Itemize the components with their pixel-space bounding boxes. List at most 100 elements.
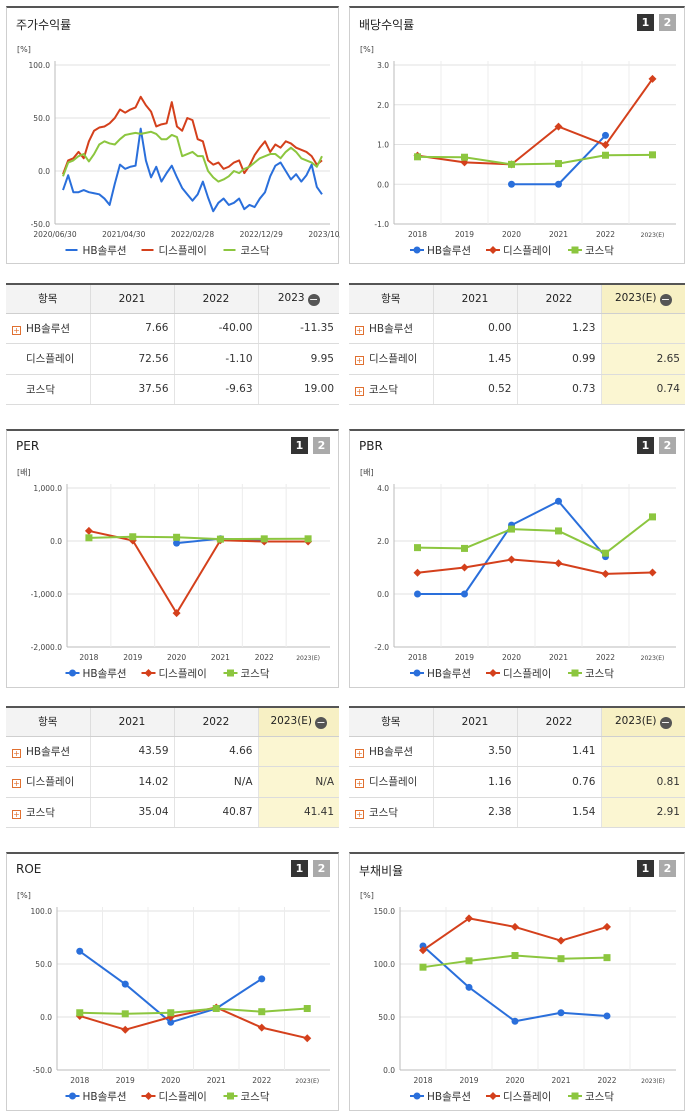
expand-icon[interactable]: + xyxy=(355,748,364,758)
legend-item-hb[interactable]: HB솔루션 xyxy=(410,668,471,680)
legend-item-kosdaq[interactable]: 코스닥 xyxy=(568,1091,614,1103)
data-point[interactable] xyxy=(601,140,610,149)
data-point[interactable] xyxy=(602,549,609,557)
legend-item-disp[interactable]: 디스플레이 xyxy=(141,245,207,257)
data-point[interactable] xyxy=(508,160,515,168)
legend-item-disp[interactable]: 디스플레이 xyxy=(486,1091,551,1103)
data-point[interactable] xyxy=(511,952,519,960)
data-point[interactable] xyxy=(167,1018,175,1026)
data-point[interactable] xyxy=(304,535,312,543)
data-point[interactable] xyxy=(557,955,565,963)
collapse-icon[interactable]: − xyxy=(659,715,672,729)
expand-icon[interactable]: + xyxy=(12,325,21,335)
expand-icon[interactable]: + xyxy=(355,386,364,396)
data-point[interactable] xyxy=(603,954,611,962)
data-point[interactable] xyxy=(557,1009,565,1017)
legend-item-hb[interactable]: HB솔루션 xyxy=(65,245,127,257)
data-point[interactable] xyxy=(258,975,266,983)
legend-item-hb[interactable]: HB솔루션 xyxy=(65,1091,127,1103)
toggle-2-button[interactable]: 2 xyxy=(313,437,330,454)
collapse-icon[interactable]: − xyxy=(659,292,672,306)
legend-item-hb[interactable]: HB솔루션 xyxy=(410,1091,471,1103)
data-point[interactable] xyxy=(555,527,562,535)
data-point[interactable] xyxy=(555,180,562,188)
expand-icon[interactable]: + xyxy=(12,809,21,819)
data-point[interactable] xyxy=(76,1009,84,1017)
data-point[interactable] xyxy=(129,533,137,541)
data-point[interactable] xyxy=(508,525,515,533)
toggle-1-button[interactable]: 1 xyxy=(291,437,308,454)
data-point[interactable] xyxy=(413,568,422,577)
data-point[interactable] xyxy=(603,1012,611,1020)
data-point[interactable] xyxy=(121,1025,130,1034)
legend-item-kosdaq[interactable]: 코스닥 xyxy=(223,668,270,680)
data-point[interactable] xyxy=(554,122,563,131)
data-point[interactable] xyxy=(172,609,181,618)
data-point[interactable] xyxy=(419,946,427,955)
data-point[interactable] xyxy=(461,544,468,552)
expand-icon[interactable]: + xyxy=(355,779,364,789)
expand-icon[interactable]: + xyxy=(12,779,21,789)
data-point[interactable] xyxy=(212,1005,220,1013)
data-point[interactable] xyxy=(419,942,427,950)
legend-item-disp[interactable]: 디스플레이 xyxy=(141,668,207,680)
data-point[interactable] xyxy=(648,568,657,577)
legend-item-disp[interactable]: 디스플레이 xyxy=(486,245,551,257)
data-point[interactable] xyxy=(84,526,93,535)
data-point[interactable] xyxy=(414,590,421,598)
toggle-2-button[interactable]: 2 xyxy=(659,14,676,31)
data-point[interactable] xyxy=(460,563,469,572)
legend-item-disp[interactable]: 디스플레이 xyxy=(141,1091,207,1103)
toggle-1-button[interactable]: 1 xyxy=(637,14,654,31)
data-point[interactable] xyxy=(419,963,427,971)
data-point[interactable] xyxy=(76,947,84,955)
data-point[interactable] xyxy=(121,1010,129,1018)
data-point[interactable] xyxy=(414,153,421,161)
legend-item-kosdaq[interactable]: 코스닥 xyxy=(568,668,614,680)
data-point[interactable] xyxy=(216,535,224,543)
data-point[interactable] xyxy=(128,536,137,545)
legend-item-hb[interactable]: HB솔루션 xyxy=(65,668,127,680)
legend-item-hb[interactable]: HB솔루션 xyxy=(410,245,471,257)
toggle-1-button[interactable]: 1 xyxy=(637,437,654,454)
legend-item-disp[interactable]: 디스플레이 xyxy=(486,668,551,680)
data-point[interactable] xyxy=(303,1034,312,1043)
toggle-2-button[interactable]: 2 xyxy=(659,860,676,877)
expand-icon[interactable]: + xyxy=(12,748,21,758)
toggle-2-button[interactable]: 2 xyxy=(659,437,676,454)
toggle-2-button[interactable]: 2 xyxy=(313,860,330,877)
data-point[interactable] xyxy=(121,980,129,988)
expand-icon[interactable]: + xyxy=(355,809,364,819)
collapse-icon[interactable]: − xyxy=(315,715,328,729)
data-point[interactable] xyxy=(554,559,563,568)
data-point[interactable] xyxy=(461,590,468,598)
data-point[interactable] xyxy=(555,497,562,505)
legend-item-kosdaq[interactable]: 코스닥 xyxy=(223,245,270,257)
legend-item-kosdaq[interactable]: 코스닥 xyxy=(223,1091,270,1103)
data-point[interactable] xyxy=(173,539,181,547)
data-point[interactable] xyxy=(257,1023,266,1032)
data-point[interactable] xyxy=(511,922,519,931)
data-point[interactable] xyxy=(602,131,609,139)
data-point[interactable] xyxy=(167,1009,175,1017)
expand-icon[interactable]: + xyxy=(355,325,364,335)
data-point[interactable] xyxy=(260,535,268,543)
data-point[interactable] xyxy=(511,1017,519,1025)
data-point[interactable] xyxy=(85,534,93,542)
data-point[interactable] xyxy=(465,914,473,923)
data-point[interactable] xyxy=(414,544,421,552)
data-point[interactable] xyxy=(303,1005,311,1013)
data-point[interactable] xyxy=(648,74,657,83)
legend-item-kosdaq[interactable]: 코스닥 xyxy=(568,245,614,257)
data-point[interactable] xyxy=(649,151,656,159)
data-point[interactable] xyxy=(461,153,468,161)
data-point[interactable] xyxy=(555,160,562,168)
data-point[interactable] xyxy=(602,151,609,159)
collapse-icon[interactable]: − xyxy=(307,292,320,306)
data-point[interactable] xyxy=(601,569,610,578)
data-point[interactable] xyxy=(508,180,515,188)
data-point[interactable] xyxy=(507,555,516,564)
expand-icon[interactable]: + xyxy=(355,356,364,366)
toggle-1-button[interactable]: 1 xyxy=(291,860,308,877)
data-point[interactable] xyxy=(258,1008,266,1016)
